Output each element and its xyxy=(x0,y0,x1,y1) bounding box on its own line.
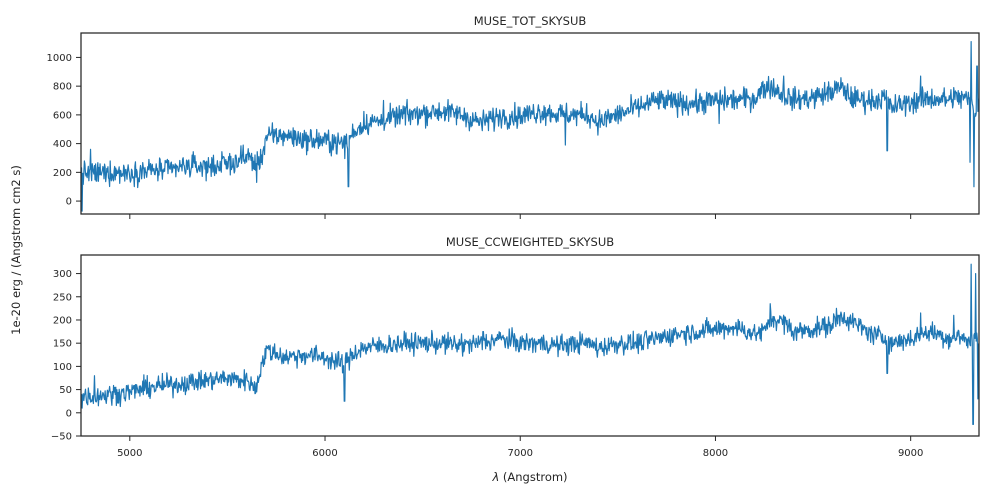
y-tick-label: 800 xyxy=(53,82,72,93)
series-group xyxy=(81,263,979,425)
panel-top: MUSE_TOT_SKYSUB 0 200 400 600 800 1000 xyxy=(47,14,980,219)
y-axis: −50 0 50 100 150 200 250 300 xyxy=(51,269,81,443)
y-tick-label: 200 xyxy=(53,315,72,326)
x-tick-label: 6000 xyxy=(312,448,337,459)
x-tick-label: 5000 xyxy=(117,448,142,459)
x-tick-label: 8000 xyxy=(703,448,728,459)
plot-frame xyxy=(80,254,980,437)
y-axis-label: 1e-20 erg / (Angstrom cm2 s) xyxy=(9,165,23,335)
y-tick-label: 200 xyxy=(53,168,72,179)
x-axis-label: λ (Angstrom) xyxy=(491,470,567,484)
panel-bottom: MUSE_CCWEIGHTED_SKYSUB −50 0 50 100 150 200 25… xyxy=(51,235,980,459)
plot-frame xyxy=(80,32,980,215)
spectrum-line xyxy=(81,41,979,212)
y-tick-label: −50 xyxy=(51,432,72,443)
y-tick-label: 250 xyxy=(53,292,72,303)
y-tick-label: 100 xyxy=(53,362,72,373)
x-axis xyxy=(129,214,912,219)
y-tick-label: 0 xyxy=(66,197,72,208)
x-tick-label: 9000 xyxy=(898,448,923,459)
x-axis-label-symbol: λ xyxy=(491,470,499,484)
x-axis: 5000 6000 7000 8000 9000 xyxy=(117,436,923,459)
y-tick-label: 600 xyxy=(53,110,72,121)
y-tick-label: 400 xyxy=(53,139,72,150)
panel-title: MUSE_TOT_SKYSUB xyxy=(474,14,587,28)
y-axis: 0 200 400 600 800 1000 xyxy=(47,53,81,208)
x-tick-label: 7000 xyxy=(508,448,533,459)
spectrum-line xyxy=(81,263,979,425)
y-tick-label: 1000 xyxy=(47,53,72,64)
y-tick-label: 150 xyxy=(53,339,72,350)
x-axis-label-unit: (Angstrom) xyxy=(499,470,567,484)
series-group xyxy=(81,41,979,212)
y-tick-label: 300 xyxy=(53,269,72,280)
y-tick-label: 50 xyxy=(59,385,72,396)
panel-title: MUSE_CCWEIGHTED_SKYSUB xyxy=(446,235,614,249)
y-tick-label: 0 xyxy=(66,408,72,419)
